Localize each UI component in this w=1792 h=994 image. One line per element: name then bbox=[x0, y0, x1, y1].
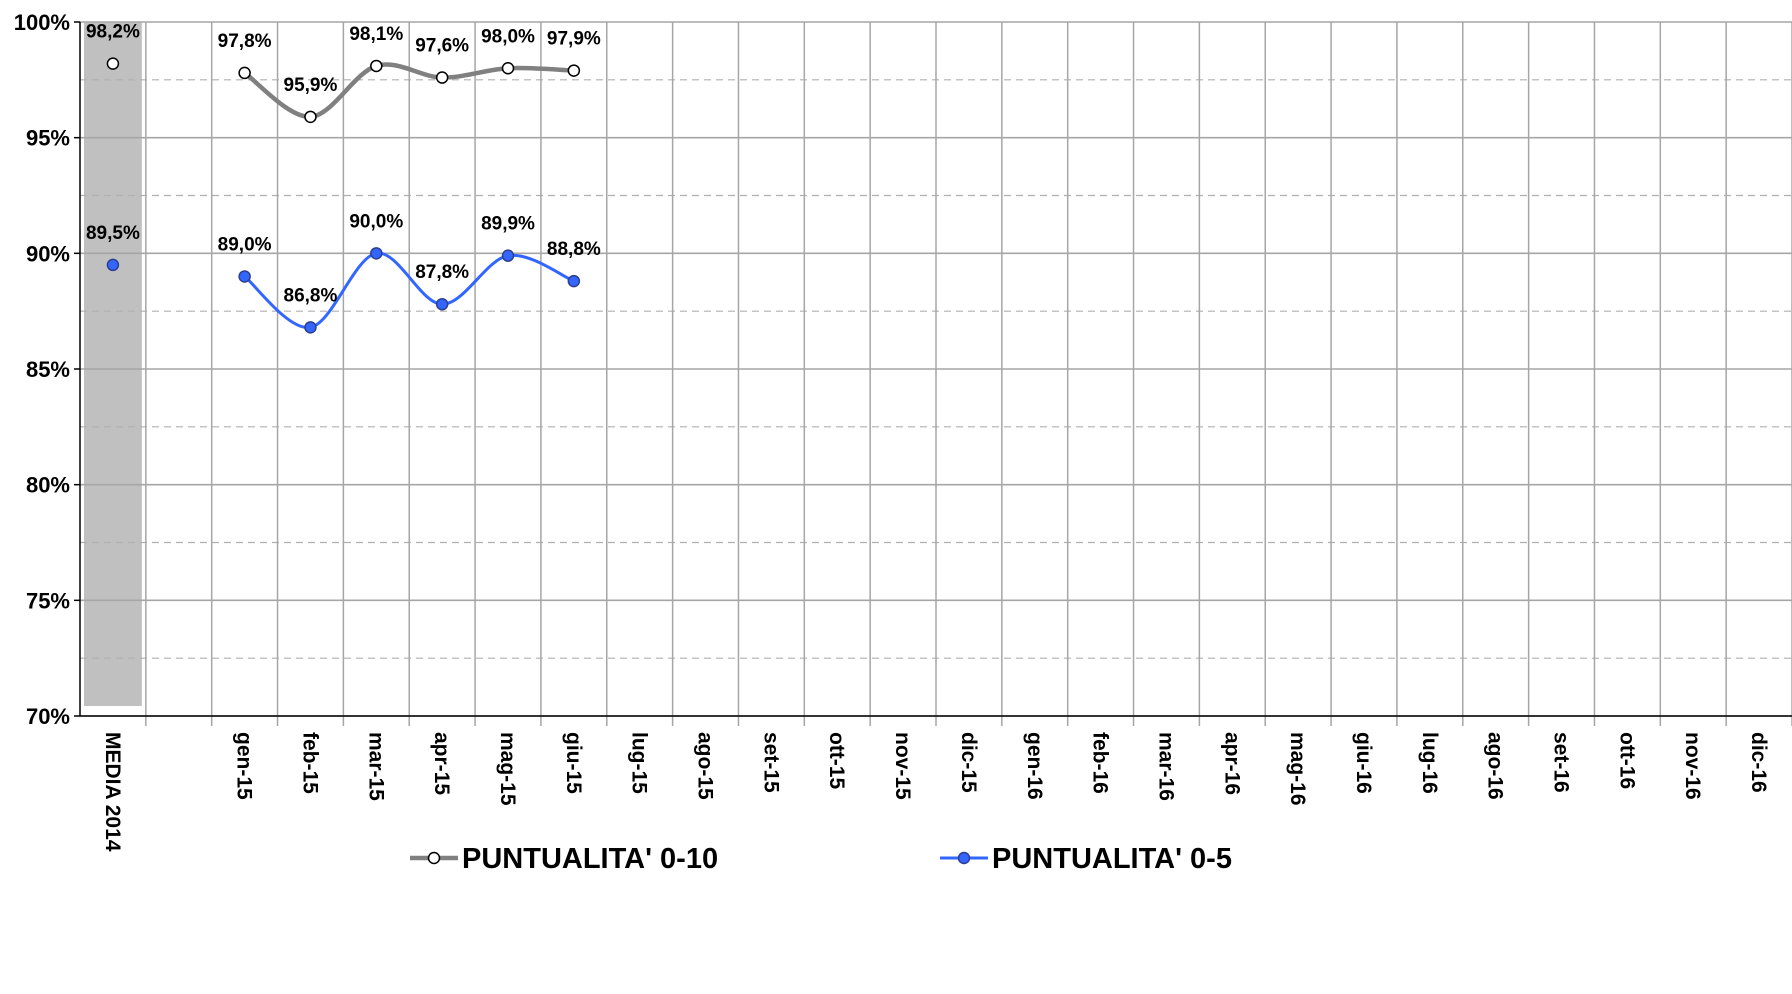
series-group: 98,2% 97,8% 95,9% 98,1% 97,6% 98,0% 97,9% 89,5%… bbox=[86, 22, 601, 334]
x-tick-label-set-16: set-16 bbox=[1550, 732, 1573, 793]
x-tick-label-feb-15: feb-15 bbox=[298, 732, 321, 794]
highlight-band bbox=[84, 22, 142, 706]
data-label-puntualita-0-5: 89,9% bbox=[481, 214, 535, 235]
legend-label-puntualita-0-5: PUNTUALITA' 0-5 bbox=[992, 843, 1232, 875]
y-axis-ticks: 70% 75% 80% 85% 90% 95% 100% bbox=[14, 10, 81, 729]
x-tick-label-lug-15: lug-15 bbox=[628, 732, 651, 794]
x-tick-label-dic-15: dic-15 bbox=[957, 732, 980, 793]
data-label-puntualita-0-5: 90,0% bbox=[349, 211, 403, 232]
data-label-puntualita-0-10: 98,0% bbox=[481, 26, 535, 47]
y-tick-label: 90% bbox=[26, 241, 70, 266]
data-label-puntualita-0-10: 98,1% bbox=[349, 24, 403, 45]
x-tick-label-gen-16: gen-16 bbox=[1023, 732, 1046, 800]
y-tick-label: 75% bbox=[26, 588, 70, 613]
x-tick-label-mar-16: mar-16 bbox=[1154, 732, 1177, 801]
x-tick-label-gen-15: gen-15 bbox=[233, 732, 256, 800]
x-tick-label-mag-16: mag-16 bbox=[1286, 732, 1309, 806]
data-label-puntualita-0-5: 89,0% bbox=[218, 234, 272, 255]
y-tick-label: 70% bbox=[26, 704, 70, 729]
legend-marker-puntualita-0-10 bbox=[427, 851, 441, 865]
data-point-puntualita-0-5 bbox=[501, 249, 515, 262]
data-label-puntualita-0-5: 89,5% bbox=[86, 223, 140, 244]
x-tick-label-lug-16: lug-16 bbox=[1418, 732, 1441, 794]
data-point-puntualita-0-10 bbox=[435, 71, 449, 84]
data-point-puntualita-0-5 bbox=[106, 258, 120, 272]
x-axis-ticks: MEDIA 2014 gen-15 feb-15 mar-15 apr-15 mag-15… bbox=[80, 715, 1792, 852]
grid-group bbox=[80, 21, 1792, 726]
x-tick-label-ott-15: ott-15 bbox=[825, 732, 848, 789]
data-label-puntualita-0-10: 98,2% bbox=[86, 22, 140, 43]
data-point-puntualita-0-5 bbox=[370, 247, 383, 260]
x-tick-label-apr-16: apr-16 bbox=[1220, 732, 1243, 795]
data-label-puntualita-0-5: 86,8% bbox=[284, 285, 338, 306]
x-tick-label-ott-16: ott-16 bbox=[1615, 732, 1638, 789]
data-label-puntualita-0-10: 97,9% bbox=[547, 29, 601, 50]
data-point-puntualita-0-10 bbox=[501, 62, 515, 75]
data-point-puntualita-0-5 bbox=[567, 274, 581, 288]
x-tick-label-media-2014: MEDIA 2014 bbox=[101, 732, 124, 852]
x-tick-label-dic-16: dic-16 bbox=[1747, 732, 1770, 793]
x-tick-label-feb-16: feb-16 bbox=[1089, 732, 1112, 794]
x-tick-label-mag-15: mag-15 bbox=[496, 732, 519, 806]
x-tick-label-ago-15: ago-15 bbox=[694, 732, 717, 800]
legend: PUNTUALITA' 0-10 PUNTUALITA' 0-5 bbox=[410, 843, 1232, 875]
x-tick-label-mar-15: mar-15 bbox=[364, 732, 387, 801]
data-point-puntualita-0-10 bbox=[238, 66, 251, 80]
data-point-puntualita-0-10 bbox=[370, 59, 383, 73]
x-tick-label-giu-15: giu-15 bbox=[562, 732, 585, 794]
data-label-puntualita-0-10: 97,6% bbox=[415, 36, 469, 57]
data-point-puntualita-0-5 bbox=[238, 270, 251, 283]
x-tick-label-giu-16: giu-16 bbox=[1352, 732, 1375, 794]
data-label-puntualita-0-5: 88,8% bbox=[547, 239, 601, 260]
data-point-puntualita-0-5 bbox=[304, 321, 317, 334]
x-tick-label-nov-15: nov-15 bbox=[891, 732, 914, 800]
data-point-puntualita-0-5 bbox=[435, 297, 449, 311]
data-label-puntualita-0-10: 95,9% bbox=[284, 75, 338, 96]
data-point-puntualita-0-10 bbox=[304, 110, 317, 124]
y-tick-label: 80% bbox=[26, 473, 70, 498]
data-point-puntualita-0-10 bbox=[106, 57, 120, 70]
legend-label-puntualita-0-10: PUNTUALITA' 0-10 bbox=[462, 843, 718, 875]
y-tick-label: 100% bbox=[14, 10, 70, 35]
data-label-puntualita-0-10: 97,8% bbox=[218, 31, 272, 52]
y-tick-label: 85% bbox=[26, 357, 70, 382]
legend-marker-puntualita-0-5 bbox=[957, 851, 971, 865]
x-tick-label-nov-16: nov-16 bbox=[1681, 732, 1704, 800]
x-tick-label-apr-15: apr-15 bbox=[430, 732, 453, 795]
highlight-band-group bbox=[84, 22, 142, 706]
x-tick-label-set-15: set-15 bbox=[759, 732, 782, 793]
data-label-puntualita-0-5: 87,8% bbox=[415, 262, 469, 283]
data-point-puntualita-0-10 bbox=[567, 64, 581, 77]
x-tick-label-ago-16: ago-16 bbox=[1484, 732, 1507, 800]
y-tick-label: 95% bbox=[26, 126, 70, 151]
